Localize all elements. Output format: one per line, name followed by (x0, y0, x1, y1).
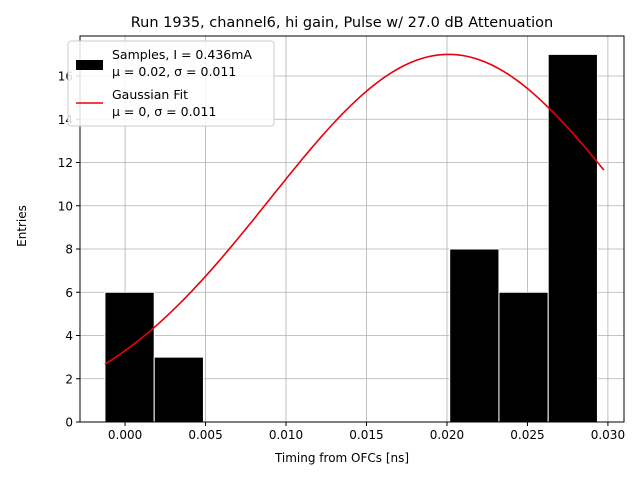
chart-title: Run 1935, channel6, hi gain, Pulse w/ 27… (131, 15, 554, 31)
y-tick-label: 4 (65, 329, 73, 343)
x-tick-label: 0.000 (108, 428, 142, 442)
gaussian-fit (104, 53, 605, 365)
plot-area-frame (79, 35, 625, 423)
x-axis: 0.000 0.005 0.010 0.015 0.020 0.025 0.030 (108, 422, 625, 442)
x-axis-title: Timing from OFCs [ns] (274, 451, 409, 465)
y-tick-label: 10 (58, 199, 73, 213)
y-axis-title: Entries (15, 205, 29, 247)
histogram-bar-8 (498, 291, 549, 423)
histogram-bar-1 (153, 356, 204, 423)
legend: Samples, I = 0.436mA μ = 0.02, σ = 0.011… (67, 40, 275, 127)
legend-samples-swatch (76, 60, 103, 70)
legend-box (67, 40, 275, 127)
x-tick-label: 0.030 (591, 428, 625, 442)
legend-samples-label: Samples, I = 0.436mA (112, 47, 252, 62)
histogram-bar-0 (104, 291, 155, 423)
histogram-bar-7 (449, 248, 500, 423)
x-tick-label: 0.025 (510, 428, 544, 442)
y-tick-label: 12 (58, 156, 73, 170)
histogram-bar-9 (547, 53, 598, 423)
y-tick-label: 2 (65, 372, 73, 386)
y-tick-label: 8 (65, 243, 73, 257)
x-tick-label: 0.015 (349, 428, 383, 442)
gaussian-fit-curve (104, 53, 605, 365)
x-tick-label: 0.005 (188, 428, 222, 442)
legend-samples-stats: μ = 0.02, σ = 0.011 (112, 64, 236, 79)
y-tick-label: 6 (65, 286, 73, 300)
y-tick-label: 0 (65, 416, 73, 430)
legend-fit-label: Gaussian Fit (112, 87, 188, 102)
legend-fit-stats: μ = 0, σ = 0.011 (112, 104, 216, 119)
grid-lines (80, 36, 624, 423)
x-tick-label: 0.020 (430, 428, 464, 442)
x-tick-label: 0.010 (269, 428, 303, 442)
